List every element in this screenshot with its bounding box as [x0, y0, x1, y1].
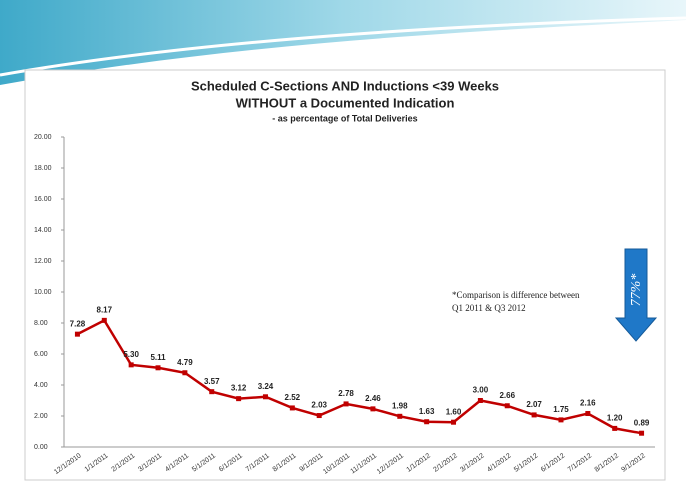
marker [128, 362, 134, 368]
data-label: 5.30 [123, 350, 139, 359]
marker [397, 413, 403, 419]
y-tick-label: 20.00 [34, 134, 52, 141]
data-label: 3.00 [473, 386, 489, 395]
marker [316, 413, 322, 419]
data-label: 1.20 [607, 414, 623, 423]
y-tick-label: 4.00 [34, 382, 48, 389]
marker [639, 430, 645, 436]
marker [451, 419, 457, 425]
data-label: 2.46 [365, 394, 381, 403]
data-label: 2.16 [580, 399, 596, 408]
y-tick-label: 18.00 [34, 165, 52, 172]
data-label: 4.79 [177, 358, 193, 367]
data-line [76, 318, 642, 435]
marker [209, 389, 215, 395]
marker [558, 417, 564, 423]
y-tick-label: 6.00 [34, 351, 48, 358]
marker [424, 419, 430, 425]
y-tick-label: 12.00 [34, 258, 52, 265]
marker [289, 405, 295, 411]
down-arrow [614, 248, 658, 342]
marker [531, 412, 537, 418]
y-tick-label: 10.00 [34, 289, 52, 296]
annotation: Q1 2011 & Q3 2012 [452, 303, 526, 313]
data-label: 1.75 [553, 405, 569, 414]
marker [343, 401, 349, 407]
data-label: 2.03 [311, 401, 327, 410]
swoosh-line [0, 16, 686, 77]
y-tick-label: 8.00 [34, 320, 48, 327]
y-tick-label: 0.00 [34, 444, 48, 451]
data-label: 0.89 [634, 418, 650, 427]
data-label: 2.52 [285, 393, 301, 402]
marker [585, 411, 591, 417]
chart-subtitle: - as percentage of Total Deliveries [272, 113, 417, 123]
annotation: *Comparison is difference between [452, 290, 580, 300]
marker [504, 403, 510, 409]
marker [182, 370, 188, 376]
chart-title: Scheduled C-Sections AND Inductions <39 … [191, 78, 499, 93]
data-label: 3.57 [204, 377, 220, 386]
marker [155, 365, 161, 371]
data-label: 7.28 [70, 319, 86, 328]
arrow-label: 77%* [629, 274, 644, 307]
data-label: 8.17 [97, 305, 113, 314]
marker [262, 394, 268, 400]
header-swoosh [0, 0, 686, 85]
marker [101, 317, 107, 323]
chart-frame [24, 69, 666, 481]
chart-subtitle: WITHOUT a Documented Indication [236, 95, 455, 110]
data-label: 2.66 [499, 391, 515, 400]
data-label: 1.60 [446, 407, 462, 416]
marker [370, 406, 376, 412]
y-tick-label: 2.00 [34, 413, 48, 420]
data-label: 5.11 [150, 353, 166, 362]
marker [236, 396, 242, 402]
data-label: 3.24 [258, 382, 274, 391]
marker [612, 425, 618, 431]
data-label: 3.12 [231, 384, 247, 393]
marker [477, 398, 483, 403]
y-tick-label: 14.00 [34, 227, 52, 234]
data-label: 2.78 [338, 389, 354, 398]
data-label: 1.63 [419, 407, 435, 416]
y-tick-label: 16.00 [34, 196, 52, 203]
data-label: 2.07 [526, 400, 542, 409]
marker [74, 331, 80, 337]
data-label: 1.98 [392, 401, 408, 410]
